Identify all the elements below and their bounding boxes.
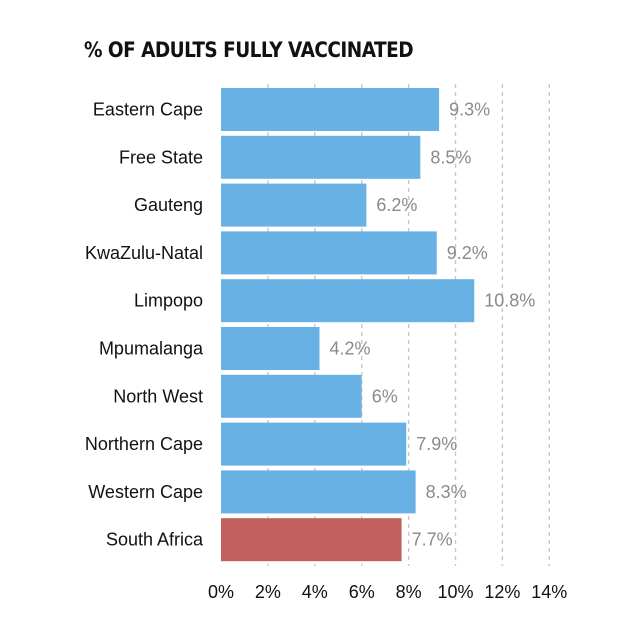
chart-title: % OF ADULTS FULLY VACCINATED: [84, 38, 414, 62]
category-label-9: South Africa: [106, 530, 204, 550]
category-label-3: KwaZulu-Natal: [85, 243, 203, 263]
category-label-6: North West: [113, 386, 203, 406]
value-label-8: 8.3%: [426, 482, 467, 502]
x-tick-label-0: 0%: [208, 582, 234, 602]
bar-1: [221, 135, 421, 179]
x-tick-label-4: 4%: [302, 582, 328, 602]
category-label-5: Mpumalanga: [99, 339, 204, 359]
value-label-0: 9.3%: [449, 100, 490, 120]
value-label-1: 8.5%: [430, 147, 471, 167]
value-label-5: 4.2%: [329, 339, 370, 359]
value-label-4: 10.8%: [484, 291, 535, 311]
x-tick-label-12: 12%: [484, 582, 520, 602]
bar-5: [221, 327, 320, 370]
bar-8: [221, 470, 416, 514]
value-label-6: 6%: [372, 386, 398, 406]
x-tick-label-2: 2%: [255, 582, 281, 602]
bar-6: [221, 374, 362, 418]
category-label-0: Eastern Cape: [93, 100, 203, 120]
x-tick-label-6: 6%: [349, 582, 375, 602]
value-label-2: 6.2%: [376, 195, 417, 215]
value-label-3: 9.2%: [447, 243, 488, 263]
bar-7: [221, 422, 407, 466]
x-tick-label-14: 14%: [531, 582, 567, 602]
category-label-2: Gauteng: [134, 195, 203, 215]
value-label-7: 7.9%: [416, 434, 457, 454]
x-tick-label-10: 10%: [437, 582, 473, 602]
category-label-7: Northern Cape: [85, 434, 203, 454]
category-label-4: Limpopo: [134, 291, 203, 311]
bar-2: [221, 183, 367, 227]
x-tick-label-8: 8%: [396, 582, 422, 602]
category-label-8: Western Cape: [88, 482, 203, 502]
bar-9: [221, 518, 402, 562]
bar-3: [221, 231, 437, 275]
category-label-1: Free State: [119, 147, 203, 167]
bar-0: [221, 88, 440, 131]
bar-4: [221, 279, 475, 323]
value-label-9: 7.7%: [412, 530, 453, 550]
